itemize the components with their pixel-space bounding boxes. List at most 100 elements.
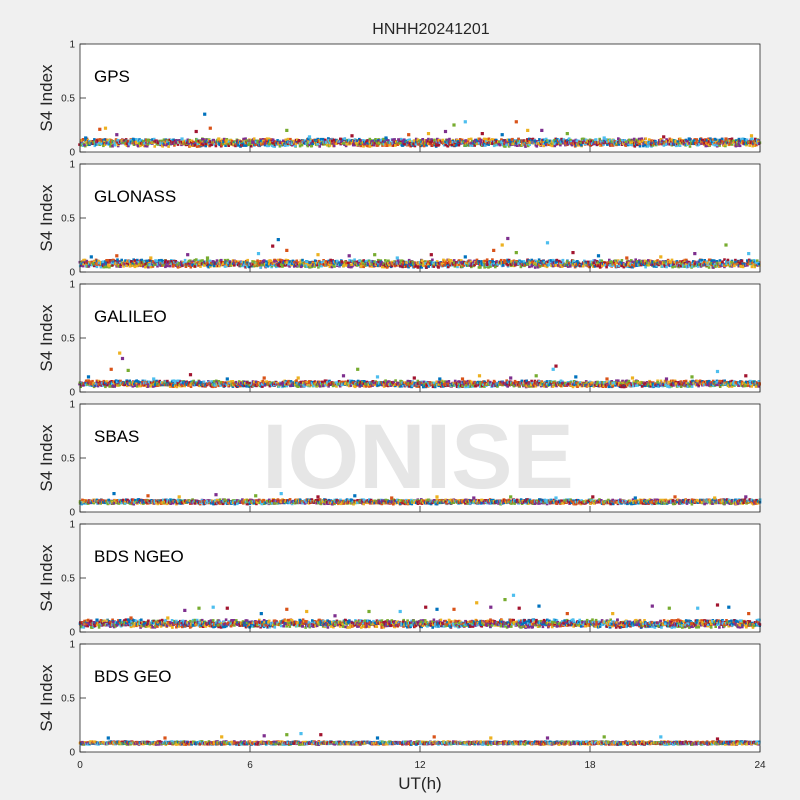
data-point (471, 144, 474, 147)
data-point (414, 143, 418, 146)
data-point (366, 142, 369, 145)
data-point (396, 143, 400, 146)
data-point (270, 138, 273, 141)
data-point (144, 262, 147, 266)
data-point (712, 140, 716, 143)
data-point (483, 259, 486, 263)
data-point (182, 140, 185, 143)
data-point (279, 260, 283, 264)
data-point (183, 139, 186, 143)
data-point (512, 142, 516, 145)
data-point (354, 261, 357, 265)
data-point (642, 144, 645, 148)
data-point (385, 142, 388, 145)
data-point (554, 140, 558, 143)
data-point (244, 265, 247, 269)
data-point (356, 139, 360, 143)
peak-point (514, 251, 518, 255)
data-point (756, 140, 760, 144)
data-point (278, 264, 282, 268)
data-point (362, 259, 365, 262)
peak-point (217, 137, 221, 141)
data-point (324, 260, 328, 263)
data-point (425, 139, 429, 142)
data-point (258, 140, 262, 144)
data-point (525, 141, 529, 144)
data-point (742, 137, 745, 141)
data-point (730, 137, 734, 141)
data-point (650, 143, 653, 147)
data-point (359, 144, 363, 148)
data-point (458, 263, 461, 266)
data-point (506, 140, 510, 143)
data-point (676, 140, 680, 143)
data-point (491, 260, 494, 263)
data-point (181, 264, 184, 267)
data-point (127, 144, 130, 148)
data-point (456, 265, 459, 269)
data-point (466, 140, 470, 143)
data-point (166, 142, 169, 146)
peak-point (373, 253, 377, 257)
data-point (144, 144, 147, 148)
data-point (423, 140, 426, 144)
peak-point (724, 243, 728, 247)
data-point (487, 137, 491, 141)
data-point (218, 264, 221, 268)
peak-point (565, 132, 569, 136)
data-point (381, 144, 384, 147)
data-point (522, 260, 526, 263)
data-point (82, 138, 86, 141)
data-point (372, 143, 376, 147)
peak-point (256, 252, 261, 256)
data-point (382, 142, 386, 146)
data-point (517, 142, 521, 145)
data-point (328, 139, 332, 143)
data-point (290, 262, 294, 265)
data-point (252, 137, 256, 140)
data-point (735, 139, 738, 142)
data-point (153, 145, 156, 148)
peak-point (186, 253, 190, 257)
data-point (463, 142, 467, 145)
data-point (359, 139, 362, 142)
data-point (146, 142, 150, 146)
data-point (467, 264, 470, 267)
data-point (725, 139, 728, 143)
data-point (358, 259, 361, 262)
data-point (617, 143, 621, 146)
data-point (550, 142, 554, 146)
data-point (441, 138, 444, 142)
data-point (132, 139, 136, 142)
data-point (718, 138, 721, 142)
data-point (79, 264, 83, 267)
data-point (421, 138, 425, 141)
data-point (84, 261, 87, 265)
data-point (311, 142, 314, 146)
data-point (133, 259, 137, 262)
data-point (544, 137, 548, 141)
data-point (166, 261, 169, 265)
data-point (413, 144, 417, 148)
data-point (281, 265, 284, 268)
data-point (390, 264, 394, 268)
data-point (724, 143, 727, 146)
data-point (427, 142, 430, 146)
data-point (190, 261, 194, 265)
data-point (726, 258, 730, 262)
data-point (157, 141, 160, 144)
data-point (95, 141, 99, 144)
data-point (709, 137, 712, 140)
data-point (209, 140, 213, 144)
data-point (648, 144, 652, 147)
data-point (365, 140, 368, 144)
data-point (594, 138, 598, 141)
data-point (641, 139, 645, 143)
data-point (451, 143, 454, 147)
data-point (699, 137, 702, 141)
data-point (231, 380, 235, 383)
data-point (368, 264, 372, 268)
peak-point (395, 256, 399, 260)
data-point (211, 260, 215, 263)
